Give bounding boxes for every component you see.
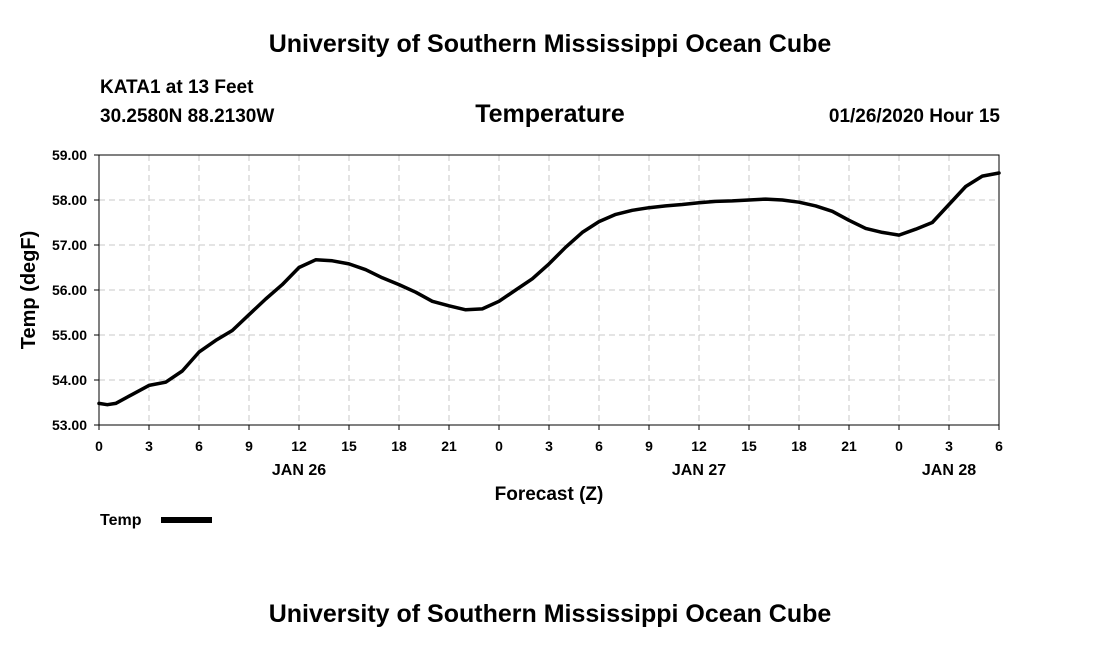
x-tick-label: 0 — [95, 438, 103, 454]
y-tick-label: 55.00 — [52, 327, 87, 343]
y-tick-label: 58.00 — [52, 192, 87, 208]
legend: Temp — [100, 512, 212, 529]
station-name: KATA1 at 13 Feet — [100, 77, 254, 98]
date-label: JAN 26 — [272, 462, 326, 479]
x-tick-label: 12 — [291, 438, 307, 454]
x-tick-label: 0 — [495, 438, 503, 454]
forecast-datetime: 01/26/2020 Hour 15 — [828, 106, 1000, 127]
y-tick-label: 56.00 — [52, 282, 87, 298]
y-tick-label: 53.00 — [52, 417, 87, 433]
x-tick-label: 12 — [691, 438, 707, 454]
x-tick-label: 0 — [895, 438, 903, 454]
legend-label: Temp — [100, 512, 142, 529]
x-tick-label: 18 — [391, 438, 407, 454]
x-tick-label: 9 — [645, 438, 653, 454]
x-tick-label: 15 — [341, 438, 357, 454]
x-tick-label: 15 — [741, 438, 757, 454]
x-tick-label: 6 — [595, 438, 603, 454]
grid-layer — [99, 155, 999, 425]
x-tick-label: 6 — [995, 438, 1003, 454]
variable-title: Temperature — [475, 100, 625, 128]
axis-layer: 53.00 54.00 55.00 56.00 57.00 58.00 59.00 0 3 6 9 1… — [52, 147, 1003, 479]
y-axis-label: Temp (degF) — [18, 231, 40, 350]
x-tick-label: 3 — [945, 438, 953, 454]
x-tick-label: 6 — [195, 438, 203, 454]
series-layer — [97, 171, 1001, 407]
footer-title: University of Southern Mississippi Ocean… — [268, 600, 832, 628]
series-line-temp — [97, 171, 1001, 407]
station-coordinates: 30.2580N 88.2130W — [100, 106, 275, 127]
y-tick-label: 57.00 — [52, 237, 87, 253]
x-tick-label: 3 — [145, 438, 153, 454]
page-title: University of Southern Mississippi Ocean… — [268, 30, 832, 58]
x-tick-label: 21 — [441, 438, 457, 454]
date-label: JAN 27 — [672, 462, 726, 479]
y-tick-label: 54.00 — [52, 372, 87, 388]
date-label: JAN 28 — [922, 462, 976, 479]
y-tick-label: 59.00 — [52, 147, 87, 163]
x-axis-label: Forecast (Z) — [495, 484, 604, 505]
x-tick-label: 18 — [791, 438, 807, 454]
x-tick-label: 21 — [841, 438, 857, 454]
x-tick-label: 3 — [545, 438, 553, 454]
x-tick-label: 9 — [245, 438, 253, 454]
plot-frame — [98, 154, 1000, 426]
